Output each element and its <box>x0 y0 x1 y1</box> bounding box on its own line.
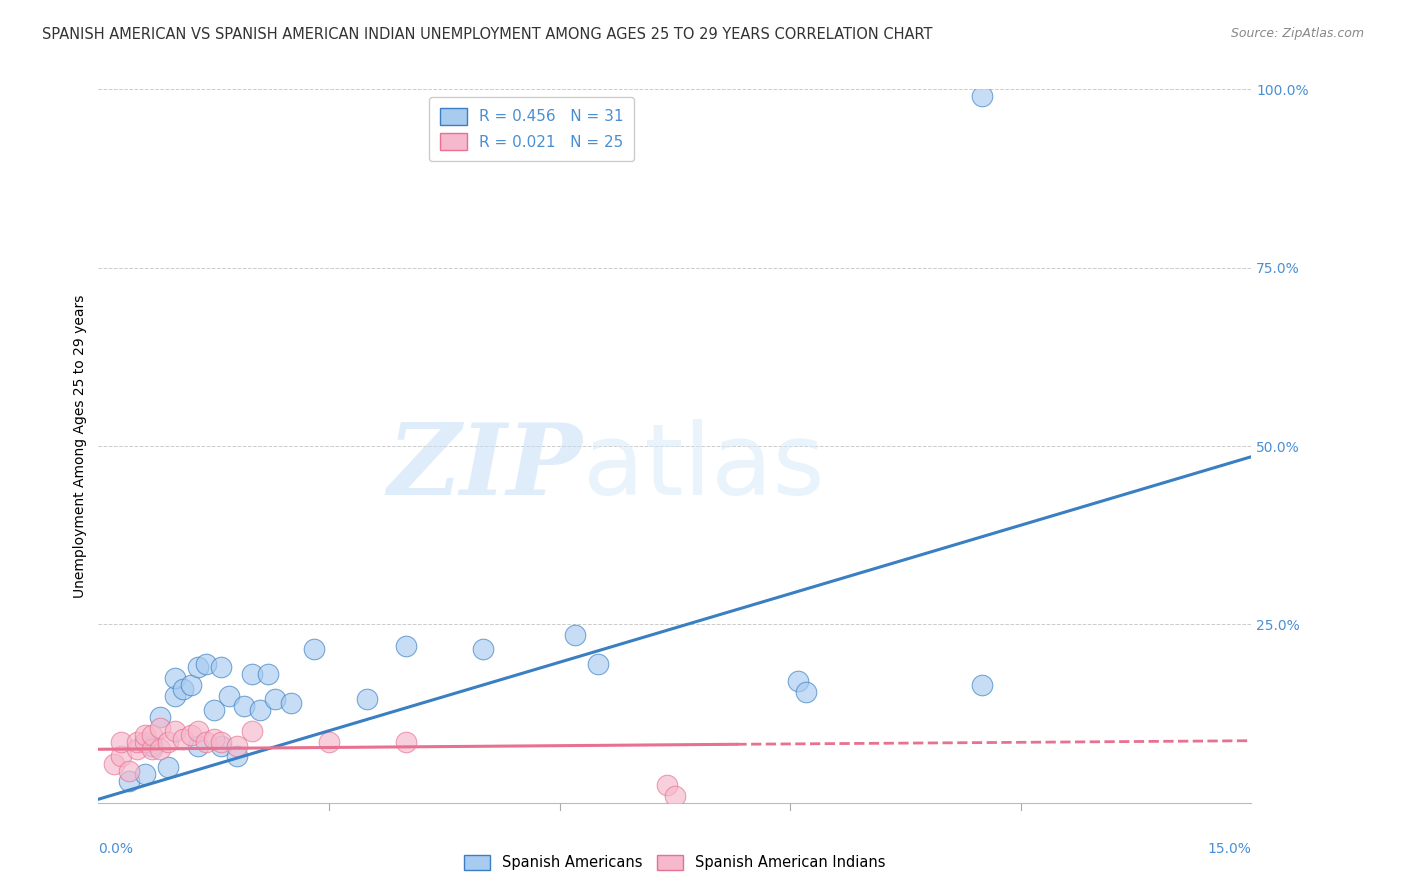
Text: ZIP: ZIP <box>388 419 582 516</box>
Point <box>180 728 202 742</box>
Point <box>149 742 172 756</box>
Point <box>280 696 302 710</box>
Point <box>564 628 586 642</box>
Point <box>225 749 247 764</box>
Point <box>134 735 156 749</box>
Point <box>586 657 609 671</box>
Point <box>118 764 141 778</box>
Point <box>256 667 278 681</box>
Point <box>125 735 148 749</box>
Y-axis label: Unemployment Among Ages 25 to 29 years: Unemployment Among Ages 25 to 29 years <box>73 294 87 598</box>
Point <box>141 728 163 742</box>
Point <box>195 657 218 671</box>
Point <box>209 735 232 749</box>
Point <box>972 678 994 692</box>
Point <box>110 749 132 764</box>
Point <box>225 739 247 753</box>
Point <box>125 742 148 756</box>
Point <box>141 742 163 756</box>
Point <box>118 774 141 789</box>
Text: atlas: atlas <box>582 419 824 516</box>
Point <box>149 721 172 735</box>
Point <box>187 724 209 739</box>
Point <box>141 739 163 753</box>
Point <box>172 731 194 746</box>
Point <box>233 699 256 714</box>
Point <box>794 685 817 699</box>
Point <box>202 703 225 717</box>
Point <box>264 692 287 706</box>
Point <box>972 89 994 103</box>
Point <box>302 642 325 657</box>
Point <box>156 735 179 749</box>
Point <box>180 678 202 692</box>
Legend: R = 0.456   N = 31, R = 0.021   N = 25: R = 0.456 N = 31, R = 0.021 N = 25 <box>429 97 634 161</box>
Point <box>240 667 263 681</box>
Legend: Spanish Americans, Spanish American Indians: Spanish Americans, Spanish American Indi… <box>458 848 891 876</box>
Point <box>165 689 187 703</box>
Text: 15.0%: 15.0% <box>1208 842 1251 856</box>
Point <box>172 681 194 696</box>
Text: SPANISH AMERICAN VS SPANISH AMERICAN INDIAN UNEMPLOYMENT AMONG AGES 25 TO 29 YEA: SPANISH AMERICAN VS SPANISH AMERICAN IND… <box>42 27 932 42</box>
Point <box>209 660 232 674</box>
Point <box>165 724 187 739</box>
Point <box>110 735 132 749</box>
Text: 0.0%: 0.0% <box>98 842 134 856</box>
Point <box>187 739 209 753</box>
Point <box>202 731 225 746</box>
Point <box>786 674 808 689</box>
Point <box>156 760 179 774</box>
Point <box>134 767 156 781</box>
Point <box>103 756 125 771</box>
Point <box>240 724 263 739</box>
Point <box>395 735 418 749</box>
Point <box>149 710 172 724</box>
Point <box>664 789 686 803</box>
Point <box>187 660 209 674</box>
Point <box>209 739 232 753</box>
Point <box>195 735 218 749</box>
Point <box>249 703 271 717</box>
Point <box>395 639 418 653</box>
Point <box>165 671 187 685</box>
Point <box>356 692 378 706</box>
Point <box>471 642 494 657</box>
Point <box>134 728 156 742</box>
Text: Source: ZipAtlas.com: Source: ZipAtlas.com <box>1230 27 1364 40</box>
Point <box>218 689 240 703</box>
Point <box>318 735 340 749</box>
Point <box>657 778 679 792</box>
